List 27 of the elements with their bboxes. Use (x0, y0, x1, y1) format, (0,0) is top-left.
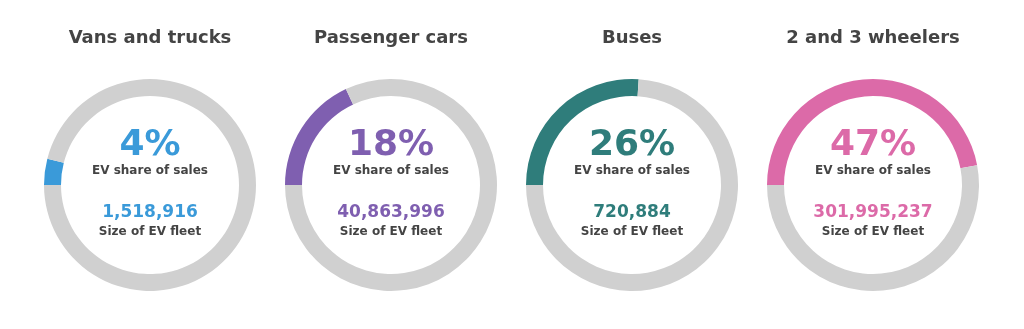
donut-slice (44, 79, 256, 291)
text: Size of EV fleet (98, 224, 202, 238)
text: Size of EV fleet (580, 224, 684, 238)
text: 26% (588, 122, 676, 163)
donut-slice (767, 165, 979, 291)
chart-title: 2 and 3 wheelers (786, 26, 960, 47)
text: EV share of sales (92, 163, 208, 177)
donut-slice (285, 79, 497, 291)
text: 720,884 (593, 201, 671, 221)
text: 1,518,916 (102, 201, 198, 221)
chart-title: Passenger cars (314, 26, 468, 47)
donut-slice (526, 79, 738, 291)
text: EV share of sales (574, 163, 690, 177)
text: 47% (829, 122, 917, 163)
text: 40,863,996 (337, 201, 445, 221)
donut-slice (44, 158, 64, 185)
text: 4% (119, 122, 181, 163)
text: Size of EV fleet (821, 224, 925, 238)
donut-slice (285, 89, 354, 185)
text: EV share of sales (333, 163, 449, 177)
text: 18% (347, 122, 435, 163)
text: EV share of sales (815, 163, 931, 177)
text: Size of EV fleet (339, 224, 443, 238)
donut-slice (767, 79, 978, 185)
text: 301,995,237 (813, 201, 933, 221)
chart-title: Buses (601, 26, 663, 47)
chart-title: Vans and trucks (68, 26, 232, 47)
